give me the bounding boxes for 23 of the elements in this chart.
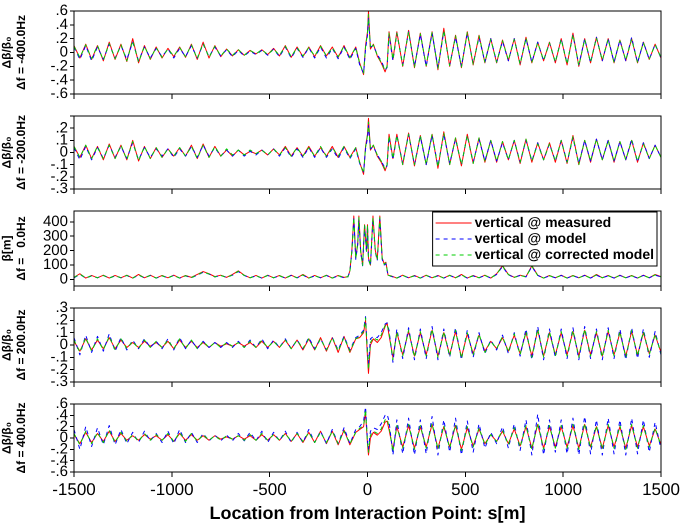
- x-tick-label: 1500: [642, 480, 680, 499]
- x-tick-label: -1000: [150, 480, 194, 499]
- x-tick-label: 0: [362, 480, 372, 499]
- y-tick-label: 200: [42, 242, 68, 259]
- y-axis-title: β[m] Δf = 0.0Hz: [0, 216, 28, 281]
- y-tick-label: 100: [42, 256, 68, 274]
- y-axis-title: Δβ/β₀ Δf = 200.0Hz: [0, 310, 28, 380]
- legend-label: vertical @ measured: [474, 214, 612, 230]
- y-tick-label: 0: [60, 270, 68, 288]
- x-tick-label: -1500: [52, 480, 96, 499]
- y-tick-label: -.3: [50, 180, 68, 198]
- y-tick-label: -.3: [50, 373, 68, 390]
- x-tick-label: -500: [252, 480, 287, 499]
- y-tick-label: 400: [42, 212, 68, 230]
- x-tick-label: 1000: [544, 480, 582, 499]
- x-tick-label: 500: [451, 480, 480, 499]
- y-tick-label: 300: [42, 227, 68, 244]
- y-axis-title: Δβ/β₀ Δf = -200.0Hz: [0, 115, 28, 190]
- legend-label: vertical @ model: [474, 230, 586, 246]
- y-axis-title: Δβ/β₀ Δf = -400.0Hz: [0, 15, 28, 90]
- x-axis-title: Location from Interaction Point: s[m]: [209, 503, 526, 524]
- y-axis-title: Δβ/β₀ Δf = 400.0Hz: [0, 402, 28, 474]
- legend-label: vertical @ corrected model: [474, 246, 654, 262]
